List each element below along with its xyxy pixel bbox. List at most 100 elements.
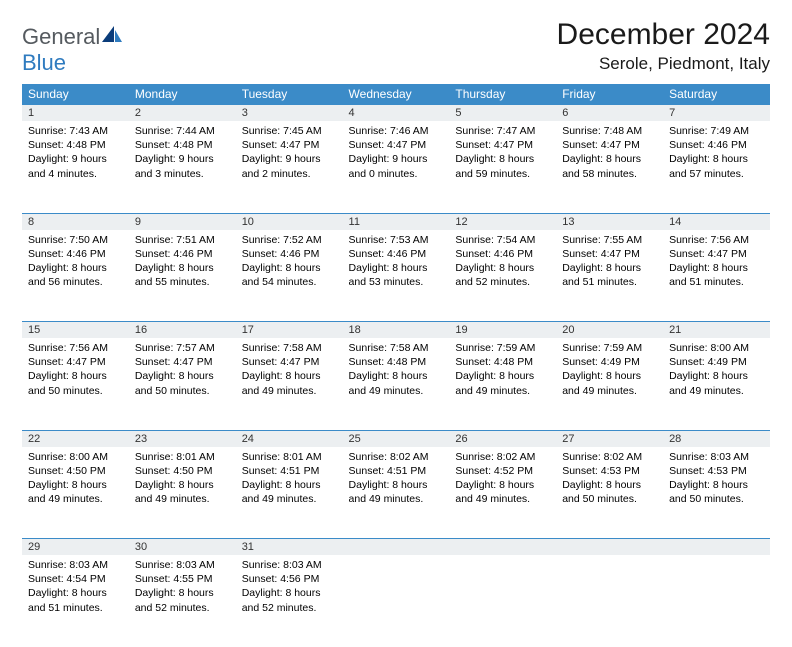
day-cell: Sunrise: 7:56 AMSunset: 4:47 PMDaylight:… (663, 230, 770, 322)
dl2-text: and 56 minutes. (28, 275, 123, 289)
calendar-body: 1234567Sunrise: 7:43 AMSunset: 4:48 PMDa… (22, 105, 770, 647)
sunset-text: Sunset: 4:47 PM (562, 247, 657, 261)
dl1-text: Daylight: 8 hours (562, 261, 657, 275)
sunrise-text: Sunrise: 7:52 AM (242, 233, 337, 247)
day-number: 6 (556, 105, 663, 122)
dl2-text: and 49 minutes. (455, 384, 550, 398)
sunrise-text: Sunrise: 8:03 AM (135, 558, 230, 572)
brand-part2: Blue (22, 50, 66, 75)
daynum-row: 293031 (22, 539, 770, 556)
day-number: 28 (663, 430, 770, 447)
dl1-text: Daylight: 8 hours (28, 369, 123, 383)
dl2-text: and 59 minutes. (455, 167, 550, 181)
dl1-text: Daylight: 8 hours (28, 586, 123, 600)
sunrise-text: Sunrise: 7:44 AM (135, 124, 230, 138)
day-cell: Sunrise: 7:55 AMSunset: 4:47 PMDaylight:… (556, 230, 663, 322)
day-number (663, 539, 770, 556)
day-number (343, 539, 450, 556)
day-number: 2 (129, 105, 236, 122)
sunset-text: Sunset: 4:53 PM (669, 464, 764, 478)
brand-logo: General Blue (22, 24, 122, 76)
day-header-row: SundayMondayTuesdayWednesdayThursdayFrid… (22, 84, 770, 105)
dl2-text: and 55 minutes. (135, 275, 230, 289)
header: General Blue December 2024 Serole, Piedm… (22, 18, 770, 76)
dl2-text: and 51 minutes. (562, 275, 657, 289)
day-number: 13 (556, 213, 663, 230)
day-cell: Sunrise: 7:54 AMSunset: 4:46 PMDaylight:… (449, 230, 556, 322)
dl1-text: Daylight: 8 hours (562, 369, 657, 383)
day-number: 25 (343, 430, 450, 447)
day-cell: Sunrise: 7:43 AMSunset: 4:48 PMDaylight:… (22, 121, 129, 213)
day-cell: Sunrise: 7:59 AMSunset: 4:49 PMDaylight:… (556, 338, 663, 430)
day-number: 24 (236, 430, 343, 447)
sunrise-text: Sunrise: 8:03 AM (242, 558, 337, 572)
day-number: 3 (236, 105, 343, 122)
sunrise-text: Sunrise: 8:03 AM (28, 558, 123, 572)
dl2-text: and 58 minutes. (562, 167, 657, 181)
sunrise-text: Sunrise: 7:57 AM (135, 341, 230, 355)
daynum-row: 1234567 (22, 105, 770, 122)
sunset-text: Sunset: 4:48 PM (28, 138, 123, 152)
sunrise-text: Sunrise: 7:58 AM (349, 341, 444, 355)
dl1-text: Daylight: 8 hours (349, 369, 444, 383)
day-cell (449, 555, 556, 647)
day-number: 29 (22, 539, 129, 556)
sunset-text: Sunset: 4:54 PM (28, 572, 123, 586)
daynum-row: 891011121314 (22, 213, 770, 230)
dl1-text: Daylight: 8 hours (242, 261, 337, 275)
dl1-text: Daylight: 8 hours (562, 478, 657, 492)
brand-part1: General (22, 24, 100, 49)
week-row: Sunrise: 7:50 AMSunset: 4:46 PMDaylight:… (22, 230, 770, 322)
sunset-text: Sunset: 4:47 PM (28, 355, 123, 369)
sunrise-text: Sunrise: 7:47 AM (455, 124, 550, 138)
dl2-text: and 49 minutes. (28, 492, 123, 506)
dl1-text: Daylight: 8 hours (242, 478, 337, 492)
day-number: 20 (556, 322, 663, 339)
sunrise-text: Sunrise: 7:53 AM (349, 233, 444, 247)
dl2-text: and 50 minutes. (669, 492, 764, 506)
day-cell: Sunrise: 7:50 AMSunset: 4:46 PMDaylight:… (22, 230, 129, 322)
dl1-text: Daylight: 8 hours (28, 261, 123, 275)
sunrise-text: Sunrise: 8:00 AM (28, 450, 123, 464)
daynum-row: 15161718192021 (22, 322, 770, 339)
month-title: December 2024 (557, 18, 770, 52)
sunset-text: Sunset: 4:46 PM (242, 247, 337, 261)
dl2-text: and 52 minutes. (135, 601, 230, 615)
title-block: December 2024 Serole, Piedmont, Italy (557, 18, 770, 74)
day-cell: Sunrise: 7:56 AMSunset: 4:47 PMDaylight:… (22, 338, 129, 430)
day-cell (556, 555, 663, 647)
dl1-text: Daylight: 8 hours (135, 478, 230, 492)
sunrise-text: Sunrise: 7:56 AM (669, 233, 764, 247)
day-cell: Sunrise: 7:45 AMSunset: 4:47 PMDaylight:… (236, 121, 343, 213)
location: Serole, Piedmont, Italy (557, 54, 770, 74)
dl1-text: Daylight: 8 hours (28, 478, 123, 492)
sunset-text: Sunset: 4:47 PM (135, 355, 230, 369)
sunrise-text: Sunrise: 7:59 AM (455, 341, 550, 355)
dl2-text: and 50 minutes. (562, 492, 657, 506)
day-number (556, 539, 663, 556)
sunrise-text: Sunrise: 7:54 AM (455, 233, 550, 247)
day-cell: Sunrise: 8:02 AMSunset: 4:52 PMDaylight:… (449, 447, 556, 539)
sunset-text: Sunset: 4:46 PM (349, 247, 444, 261)
sunset-text: Sunset: 4:47 PM (455, 138, 550, 152)
dl2-text: and 3 minutes. (135, 167, 230, 181)
week-row: Sunrise: 7:56 AMSunset: 4:47 PMDaylight:… (22, 338, 770, 430)
day-header: Sunday (22, 84, 129, 105)
sunrise-text: Sunrise: 7:45 AM (242, 124, 337, 138)
sunrise-text: Sunrise: 7:58 AM (242, 341, 337, 355)
sunset-text: Sunset: 4:46 PM (135, 247, 230, 261)
sunset-text: Sunset: 4:46 PM (28, 247, 123, 261)
day-number: 26 (449, 430, 556, 447)
sunset-text: Sunset: 4:56 PM (242, 572, 337, 586)
day-number: 12 (449, 213, 556, 230)
day-cell: Sunrise: 7:51 AMSunset: 4:46 PMDaylight:… (129, 230, 236, 322)
day-number: 19 (449, 322, 556, 339)
dl2-text: and 0 minutes. (349, 167, 444, 181)
sunset-text: Sunset: 4:48 PM (349, 355, 444, 369)
week-row: Sunrise: 8:00 AMSunset: 4:50 PMDaylight:… (22, 447, 770, 539)
day-cell: Sunrise: 8:02 AMSunset: 4:51 PMDaylight:… (343, 447, 450, 539)
day-cell: Sunrise: 7:52 AMSunset: 4:46 PMDaylight:… (236, 230, 343, 322)
day-cell: Sunrise: 8:03 AMSunset: 4:55 PMDaylight:… (129, 555, 236, 647)
week-row: Sunrise: 8:03 AMSunset: 4:54 PMDaylight:… (22, 555, 770, 647)
day-header: Tuesday (236, 84, 343, 105)
